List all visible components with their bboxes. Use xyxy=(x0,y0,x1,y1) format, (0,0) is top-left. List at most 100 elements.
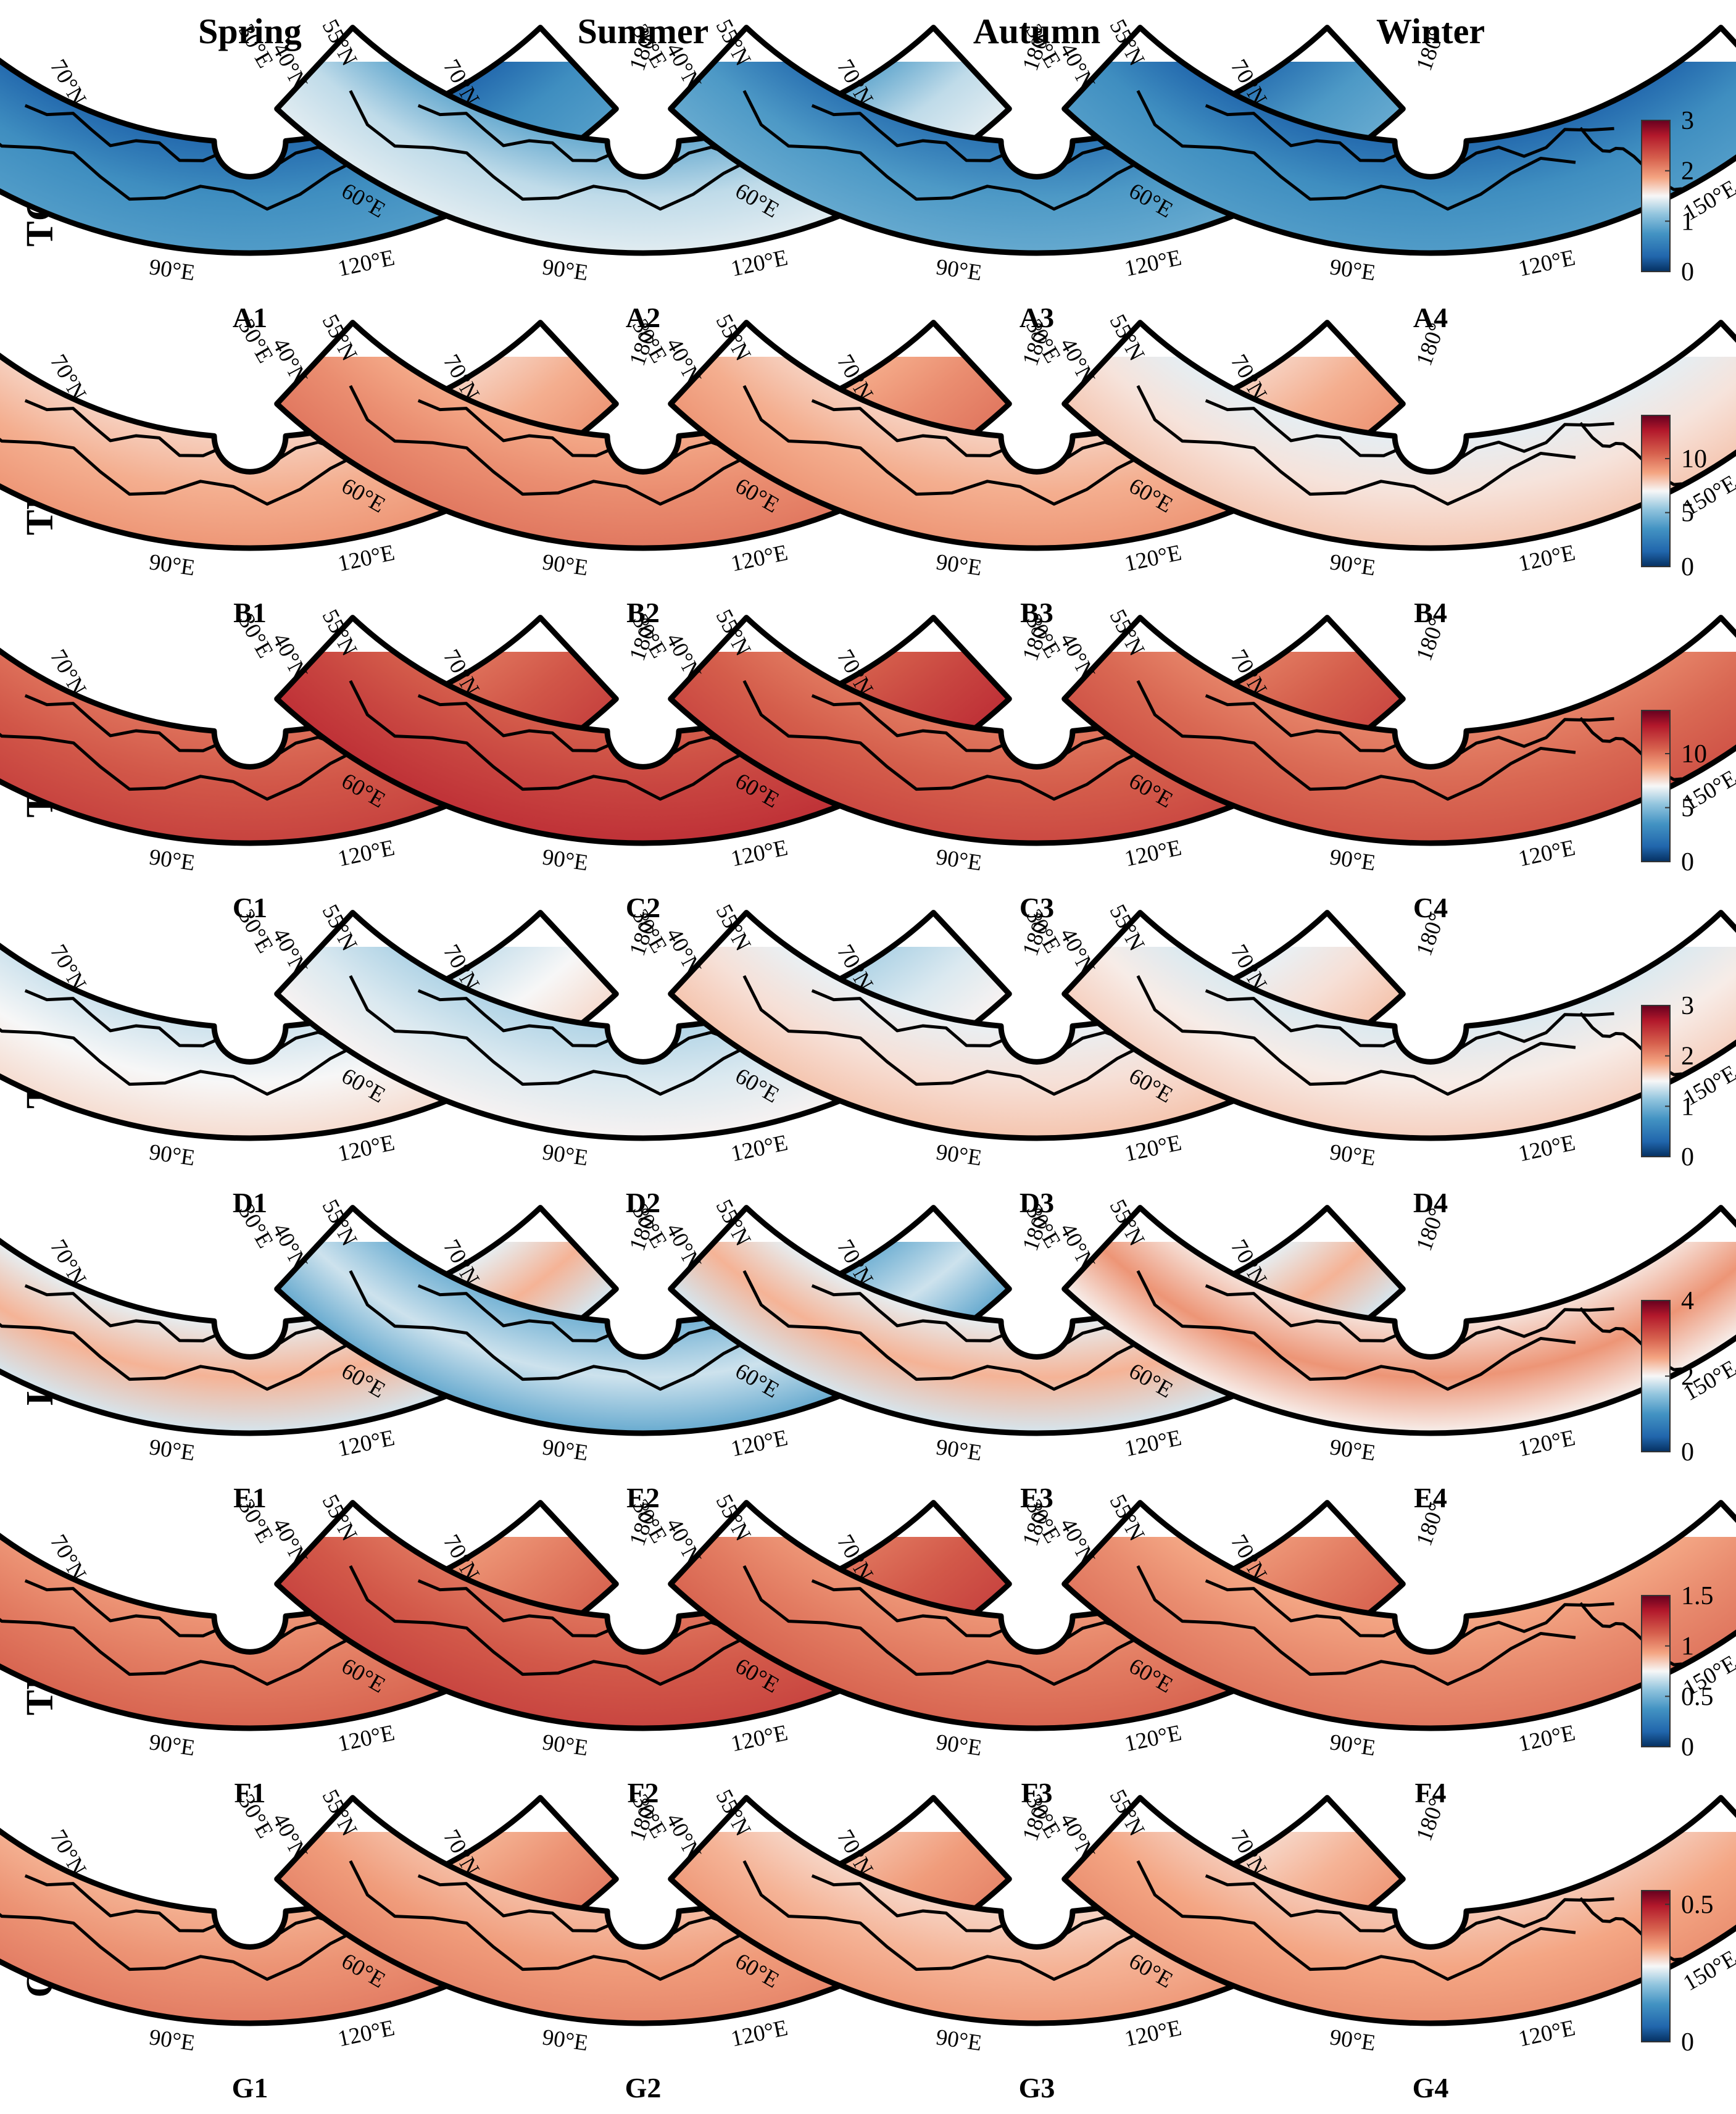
lon-label: 120°E xyxy=(1516,2015,1577,2052)
lon-label: 120°E xyxy=(1123,540,1184,576)
colorbar-tick: 1 xyxy=(1681,207,1694,236)
lon-label: 90°E xyxy=(934,254,983,286)
lon-label: 90°E xyxy=(147,254,196,286)
season-header-winter: Winter xyxy=(1376,11,1485,51)
panel-rows: TCOD40°N55°N70°N30°E60°E90°E120°E150°E18… xyxy=(0,15,1736,2104)
lon-label: 120°E xyxy=(729,245,790,281)
panel-id: G3 xyxy=(1019,2072,1055,2104)
colorbar-ttc: 3 2 1 0 xyxy=(1641,992,1694,1171)
colorbar-tick: 2 xyxy=(1681,1363,1694,1391)
lon-label: 120°E xyxy=(1123,1425,1184,1462)
colorbar-tick: 10 xyxy=(1681,445,1707,473)
map-frame xyxy=(1061,25,1736,256)
lon-label: 90°E xyxy=(541,2025,589,2056)
lon-label: 120°E xyxy=(336,835,397,872)
lon-label: 120°E xyxy=(1516,1130,1577,1167)
lon-label: 120°E xyxy=(336,1425,397,1462)
lon-label: 120°E xyxy=(336,540,397,576)
lon-label: 120°E xyxy=(336,1130,397,1167)
colorbar-tick: 5 xyxy=(1681,499,1694,528)
lon-label: 90°E xyxy=(541,1434,589,1466)
lon-label: 90°E xyxy=(541,549,589,581)
panel-id: G1 xyxy=(232,2072,268,2104)
lon-label: 90°E xyxy=(541,844,589,876)
row-tcod: TCOD40°N55°N70°N30°E60°E90°E120°E150°E18… xyxy=(0,15,1736,333)
lon-label: 90°E xyxy=(147,1434,196,1466)
colorbar-llc: 4 2 0 xyxy=(1641,1287,1694,1467)
panel-id: B4 xyxy=(1414,597,1447,628)
lon-label: 120°E xyxy=(1123,1720,1184,1757)
colorbar-tick: 10 xyxy=(1681,740,1707,768)
panel-id: B1 xyxy=(233,597,267,628)
colorbar-tdrc: 1.5 1 0.5 0 xyxy=(1641,1582,1714,1762)
panel-id: C4 xyxy=(1413,892,1448,923)
lon-label: 120°E xyxy=(729,835,790,872)
colorbar-tick: 0 xyxy=(1681,1143,1694,1171)
panel-id: F2 xyxy=(627,1777,658,1808)
season-header-spring: Spring xyxy=(198,11,302,51)
lon-label: 90°E xyxy=(1328,1139,1377,1171)
map-frame xyxy=(1061,1795,1736,2026)
lon-label: 120°E xyxy=(729,1425,790,1462)
panel-id: E2 xyxy=(626,1482,660,1513)
panel-id: D1 xyxy=(233,1187,267,1218)
panel-id: A4 xyxy=(1413,302,1448,333)
row-tdrc: TDRc40°N55°N70°N30°E60°E90°E120°E150°E18… xyxy=(0,1491,1736,1808)
lon-label: 90°E xyxy=(541,254,589,286)
lon-label: 90°E xyxy=(541,1139,589,1171)
panel-id: F1 xyxy=(234,1777,265,1808)
colorbar-tick: 0 xyxy=(1681,1438,1694,1467)
colorbar-tick: 3 xyxy=(1681,992,1694,1020)
panel-id: G2 xyxy=(625,2072,662,2104)
lon-label: 120°E xyxy=(1516,1425,1577,1462)
colorbar-tick: 1 xyxy=(1681,1092,1694,1121)
row-llc: LLc40°N55°N70°N30°E60°E90°E120°E150°E180… xyxy=(0,1196,1736,1513)
panel-id: A1 xyxy=(233,302,267,333)
panel-id: D4 xyxy=(1413,1187,1448,1218)
colorbar-tick: 0.5 xyxy=(1681,1683,1714,1711)
colorbar-tick: 3 xyxy=(1681,107,1694,135)
panel-id: E4 xyxy=(1414,1482,1447,1513)
row-crc: CRc40°N55°N70°N30°E60°E90°E120°E150°E180… xyxy=(0,1786,1736,2104)
colorbar-tcod: 3 2 1 0 xyxy=(1641,107,1694,286)
colorbar-tick: 2 xyxy=(1681,157,1694,186)
map-frame xyxy=(1061,1500,1736,1731)
lon-label: 90°E xyxy=(1328,254,1377,286)
lon-label: 120°E xyxy=(1516,1720,1577,1757)
lon-label: 90°E xyxy=(1328,844,1377,876)
lon-label: 120°E xyxy=(729,1130,790,1167)
colorbar-tick: 1.5 xyxy=(1681,1582,1714,1610)
lon-label: 120°E xyxy=(336,245,397,281)
lon-label: 90°E xyxy=(934,1139,983,1171)
lon-label: 120°E xyxy=(1123,835,1184,872)
lon-label: 120°E xyxy=(1516,245,1577,281)
lon-label: 90°E xyxy=(147,549,196,581)
colorbar-tick: 0 xyxy=(1681,2028,1694,2057)
lon-label: 90°E xyxy=(147,844,196,876)
row-ttc: TTc40°N55°N70°N30°E60°E90°E120°E150°E180… xyxy=(0,901,1736,1218)
panel-id: E3 xyxy=(1020,1482,1053,1513)
map-frame xyxy=(1061,1205,1736,1436)
colorbar-tbhc: 10 5 0 xyxy=(1641,415,1707,581)
colorbar-crc: 0.50 xyxy=(1641,1890,1714,2057)
lon-label: 120°E xyxy=(336,2015,397,2052)
lon-label: 120°E xyxy=(1123,245,1184,281)
row-tbhc: TBHc40°N55°N70°N30°E60°E90°E120°E150°E18… xyxy=(0,310,1736,628)
panel-id: C2 xyxy=(626,892,660,923)
lon-label: 90°E xyxy=(147,1729,196,1761)
lon-label: 120°E xyxy=(729,2015,790,2052)
panel-id: B3 xyxy=(1020,597,1053,628)
panel-id: B2 xyxy=(626,597,660,628)
colorbar-tick: 0 xyxy=(1681,258,1694,286)
panel-id: A3 xyxy=(1020,302,1054,333)
row-thc: THc40°N55°N70°N30°E60°E90°E120°E150°E180… xyxy=(0,605,1736,923)
lon-label: 90°E xyxy=(934,2025,983,2056)
map-frame xyxy=(1061,320,1736,551)
colorbar-thc: 10 5 0 xyxy=(1641,710,1707,876)
lon-label: 90°E xyxy=(1328,549,1377,581)
panel-id: E1 xyxy=(233,1482,267,1513)
season-header-autumn: Autumn xyxy=(973,11,1100,51)
colorbar-tick: 1 xyxy=(1681,1633,1694,1661)
colorbar-tick: 5 xyxy=(1681,794,1694,823)
